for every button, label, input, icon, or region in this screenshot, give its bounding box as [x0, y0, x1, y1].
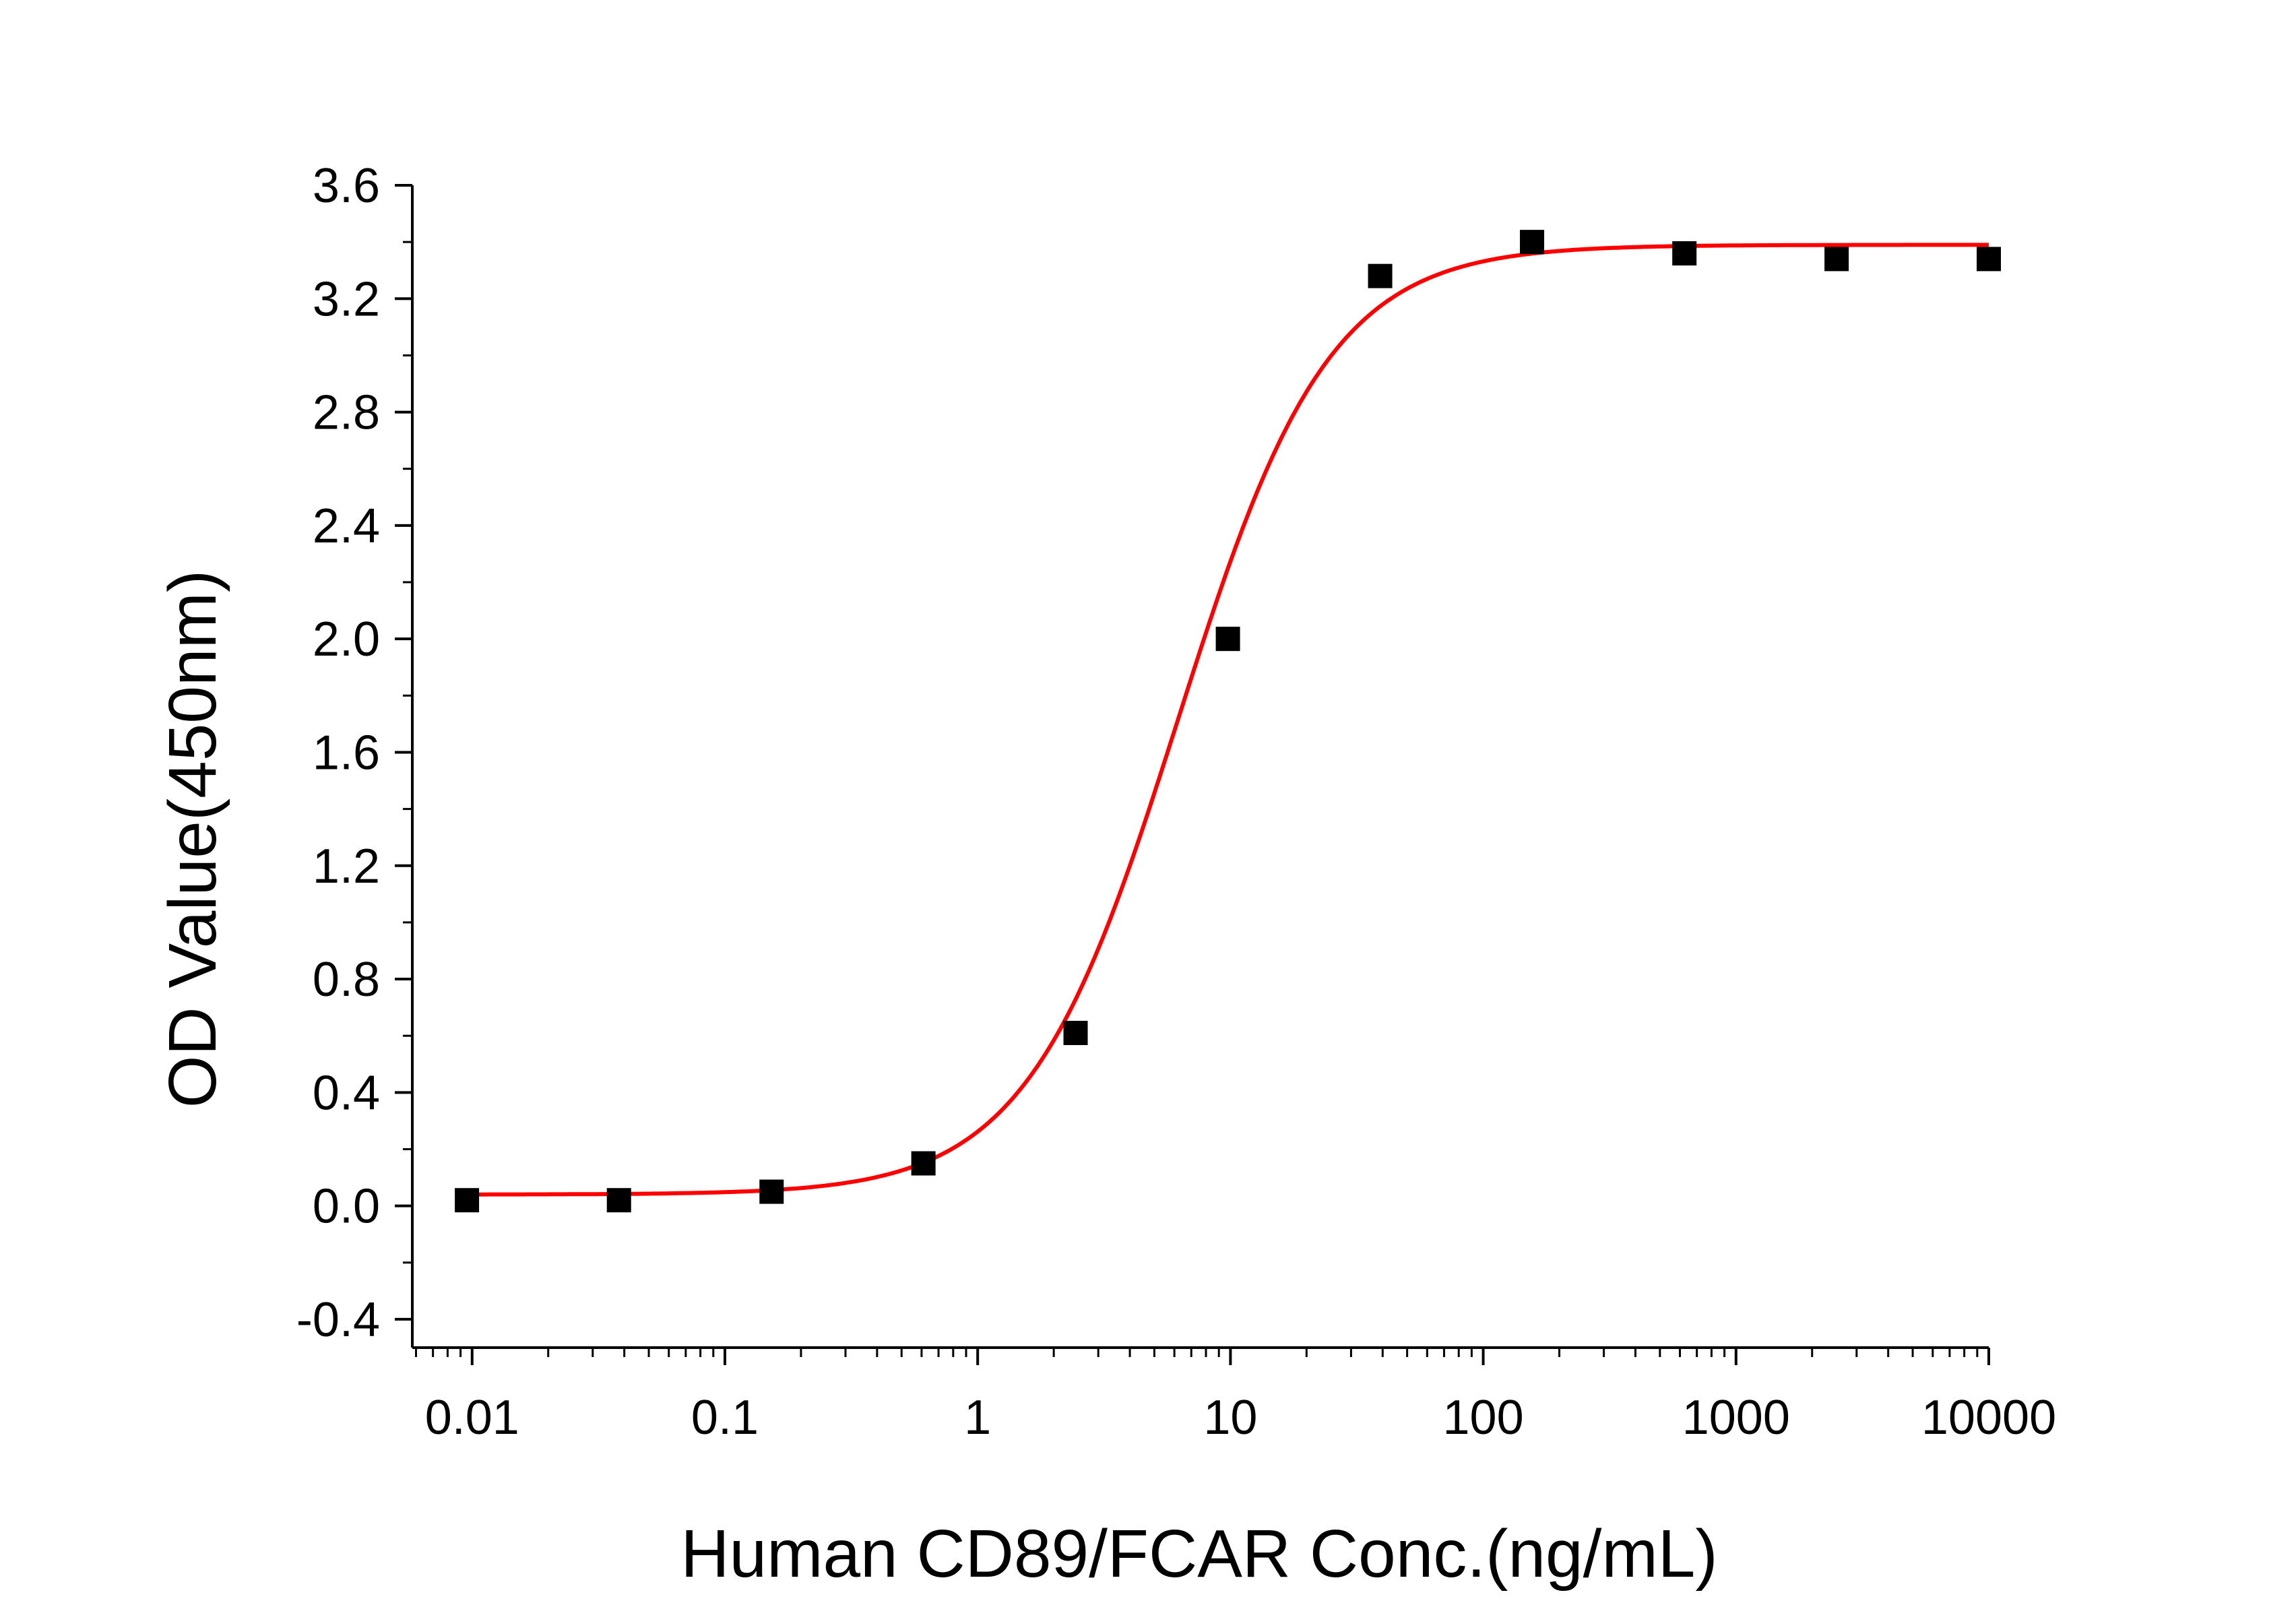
- fit-curve-line: [467, 243, 1989, 1197]
- axes: [411, 185, 1989, 1349]
- data-point: [1520, 230, 1545, 255]
- y-tick-label: -0.4: [296, 1293, 380, 1347]
- y-tick-label: 0.4: [313, 1066, 380, 1120]
- data-point: [455, 1188, 480, 1213]
- data-point: [1368, 263, 1393, 288]
- y-axis-ticks: -0.4 0.0 0.4 0.8 1.2 1.6 2.0 2.4 2.8 3.2 3.6: [296, 159, 412, 1347]
- data-point: [606, 1188, 631, 1213]
- y-tick-label: 3.6: [313, 159, 380, 213]
- data-point: [1824, 247, 1849, 272]
- x-axis-title: Human CD89/FCAR Conc.(ng/mL): [680, 1516, 1717, 1592]
- data-point: [759, 1179, 784, 1204]
- y-tick-label: 2.4: [313, 499, 380, 553]
- x-tick-label: 10000: [1921, 1391, 2056, 1445]
- data-point: [1063, 1020, 1088, 1045]
- y-tick-label: 1.2: [313, 840, 380, 893]
- x-tick-label: 0.1: [691, 1391, 759, 1445]
- y-tick-label: 2.0: [313, 612, 380, 666]
- data-points: [455, 230, 2001, 1213]
- x-tick-label: 1000: [1682, 1391, 1790, 1445]
- x-axis-ticks: 0.01 0.1 1 10 100 1000 10000: [415, 1348, 2056, 1445]
- x-tick-label: 100: [1443, 1391, 1524, 1445]
- y-tick-label: 2.8: [313, 386, 380, 440]
- x-tick-label: 1: [964, 1391, 991, 1445]
- y-tick-label: 0.0: [313, 1180, 380, 1234]
- data-point: [1215, 627, 1240, 652]
- fit-curve-layer: [467, 243, 1989, 1197]
- data-point: [1672, 241, 1697, 265]
- y-tick-label: 0.8: [313, 953, 380, 1007]
- y-tick-label: 1.6: [313, 726, 380, 780]
- y-axis-title: OD Value(450nm): [155, 570, 230, 1108]
- x-tick-label: 10: [1203, 1391, 1257, 1445]
- data-point: [1977, 247, 2001, 272]
- y-tick-label: 3.2: [313, 272, 380, 326]
- data-point: [911, 1151, 936, 1176]
- x-tick-label: 0.01: [425, 1391, 519, 1445]
